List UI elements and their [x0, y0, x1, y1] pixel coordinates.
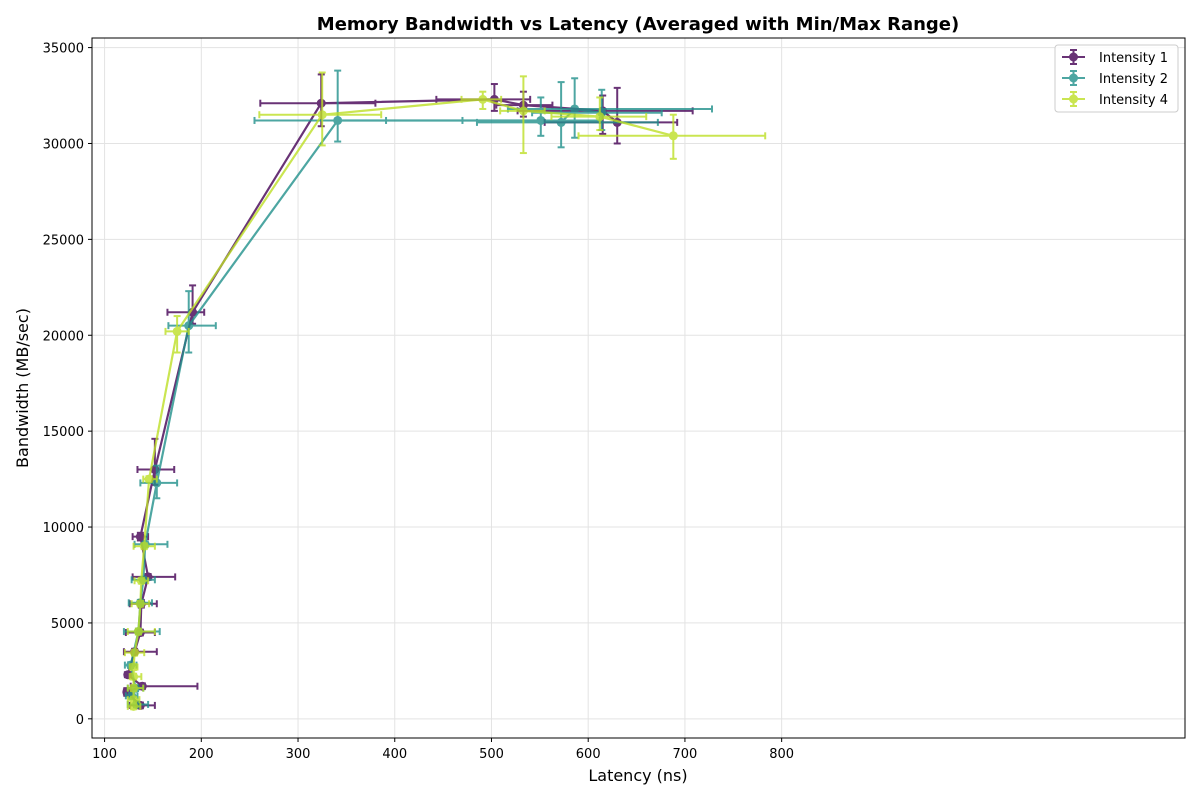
data-point — [130, 648, 140, 658]
data-point — [136, 576, 146, 586]
data-point — [152, 478, 162, 488]
x-tick-label: 200 — [189, 747, 214, 762]
x-tick-label: 300 — [286, 747, 311, 762]
legend-item — [1062, 91, 1085, 107]
data-point — [144, 474, 154, 484]
y-axis-label: Bandwidth (MB/sec) — [13, 308, 32, 468]
data-point — [518, 106, 528, 116]
y-tick-label: 30000 — [43, 137, 84, 152]
data-point — [317, 110, 327, 120]
y-tick-label: 35000 — [43, 42, 84, 57]
data-point — [172, 326, 182, 336]
y-tick-label: 20000 — [43, 329, 84, 344]
data-point — [595, 112, 605, 122]
x-tick-label: 600 — [576, 747, 601, 762]
data-point — [139, 541, 149, 551]
series-3 — [123, 71, 767, 711]
data-point — [333, 115, 343, 125]
data-point — [668, 131, 678, 141]
data-point — [129, 683, 139, 693]
data-point — [135, 599, 145, 609]
data-point — [570, 104, 580, 114]
plot-area-frame — [91, 37, 1186, 739]
y-tick-label: 25000 — [43, 233, 84, 248]
legend-label: Intensity 4 — [1099, 93, 1168, 108]
legend-item — [1062, 49, 1085, 65]
legend-swatch-marker — [1069, 73, 1078, 83]
chart-title: Memory Bandwidth vs Latency (Averaged wi… — [317, 14, 959, 35]
y-tick-label: 15000 — [43, 425, 84, 440]
x-tick-label: 500 — [479, 747, 504, 762]
data-point — [184, 321, 194, 331]
legend-item — [1062, 70, 1085, 86]
legend-box — [1054, 44, 1179, 113]
x-tick-label: 700 — [673, 747, 698, 762]
data-point — [478, 94, 488, 104]
legend-label: Intensity 1 — [1099, 51, 1168, 66]
data-point — [556, 117, 566, 127]
y-tick-label: 10000 — [43, 521, 84, 536]
x-tick-label: 400 — [382, 747, 407, 762]
x-tick-label: 800 — [769, 747, 794, 762]
legend-label: Intensity 2 — [1099, 72, 1168, 87]
data-point — [536, 115, 546, 125]
data-point — [129, 662, 139, 672]
data-point — [133, 627, 143, 637]
legend: Intensity 1 Intensity 2 Intensity 4 — [1054, 44, 1179, 113]
legend-swatch-marker — [1069, 94, 1078, 104]
data-series — [122, 69, 767, 711]
data-point — [135, 532, 145, 542]
x-axis-label: Latency (ns) — [588, 766, 687, 785]
grid-lines — [92, 38, 1185, 738]
data-point — [129, 701, 139, 711]
data-point — [129, 695, 139, 705]
x-tick-label: 100 — [92, 747, 117, 762]
y-tick-label: 0 — [76, 713, 84, 728]
y-tick-label: 5000 — [51, 617, 84, 632]
legend-swatch-marker — [1069, 52, 1078, 62]
axis-ticks: 100 200 300 400 500 600 700 800 0 5000 10000 15000 2… — [43, 42, 794, 762]
data-point — [129, 672, 139, 682]
